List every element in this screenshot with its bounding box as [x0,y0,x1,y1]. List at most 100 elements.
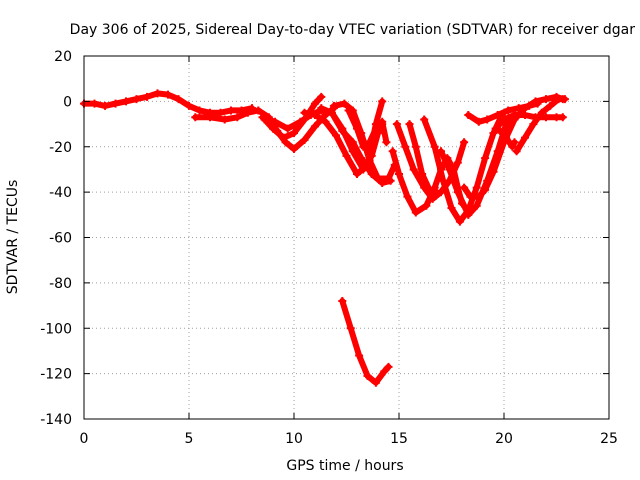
y-tick-label: -40 [49,185,72,201]
data-point [353,169,361,178]
x-tick-label: 0 [80,431,89,447]
data-point [504,106,513,115]
data-point [338,126,347,135]
data-point [542,113,550,122]
data-point [342,151,351,160]
data-point [453,158,462,167]
data-point [258,113,267,122]
data-point [346,324,355,333]
data-point [428,194,437,203]
data-point [445,165,454,174]
data-point [132,95,141,104]
axis-ticks: 0 5 10 15 20 25 -140 -120 -100 -80 -60 -40 -20 0 20 [40,49,618,447]
series-track-16 [464,99,542,126]
data-point [388,147,397,156]
data-point [474,117,483,126]
data-point [437,147,445,156]
data-point [378,97,387,106]
y-tick-label: -140 [40,412,72,428]
data-point [378,117,387,126]
x-tick-label: 5 [185,431,194,447]
series-track-8 [338,297,393,387]
data-point [296,117,305,126]
data-point [283,124,292,133]
data-point [525,101,534,110]
data-point [401,142,410,151]
y-tick-label: -100 [40,321,72,337]
y-tick-label: -120 [40,367,72,383]
data-point [411,142,420,151]
data-point [344,106,353,115]
data-point [254,106,263,115]
chart-title: Day 306 of 2025, Sidereal Day-to-day VTE… [70,22,636,38]
data-point [371,378,380,387]
data-point [430,142,439,151]
data-point [243,108,252,117]
data-point [329,101,338,110]
data-point [464,210,473,219]
data-point [500,115,508,124]
data-point [355,351,364,360]
series-track-14 [405,120,441,197]
data-point [510,138,519,147]
data-point [521,110,529,119]
data-point [290,145,298,154]
data-point [311,110,319,119]
data-point [533,99,542,108]
data-point [233,113,242,122]
data-point [395,169,403,178]
data-point [340,99,349,108]
data-point [529,120,538,129]
data-point [269,124,277,133]
data-point [537,108,546,117]
x-axis-label: GPS time / hours [286,458,403,474]
data-point [365,156,374,165]
x-tick-label: 15 [390,431,408,447]
y-axis-label: SDTVAR / TECUs [5,180,21,295]
data-point [455,217,464,226]
data-point [279,133,288,142]
data-point [464,110,473,119]
data-point [185,101,193,110]
data-point [290,129,298,138]
data-point [514,104,523,113]
data-point [327,108,336,117]
data-point [512,147,521,156]
data-point [546,101,555,110]
series-track-18 [512,95,569,156]
data-point [508,142,517,151]
data-point [271,117,280,126]
y-tick-label: 20 [54,49,72,65]
data-point [493,124,502,133]
series-trace [494,125,518,150]
data-point [216,108,225,117]
data-point [481,185,490,194]
data-point [101,101,109,110]
data-point [357,154,366,163]
data-point [409,165,418,174]
data-point [300,108,309,117]
data-point [111,99,120,108]
series-track-1 [80,89,256,117]
data-point [411,208,420,217]
data-point [321,117,330,126]
data-point [405,120,414,129]
y-tick-label: -60 [49,231,72,247]
data-point [472,183,481,192]
data-point [521,133,529,142]
data-point [311,122,319,131]
data-point [317,92,326,101]
data-point [365,138,374,147]
data-point [460,183,469,192]
series-trace [421,112,505,225]
data-point [432,188,441,197]
data-point [374,174,382,183]
y-tick-label: -80 [49,276,72,292]
y-tick-label: 0 [63,94,72,110]
data-point [153,89,162,98]
data-point [338,297,347,306]
data-point [560,95,569,104]
data-point [174,95,183,104]
data-point [332,131,340,140]
